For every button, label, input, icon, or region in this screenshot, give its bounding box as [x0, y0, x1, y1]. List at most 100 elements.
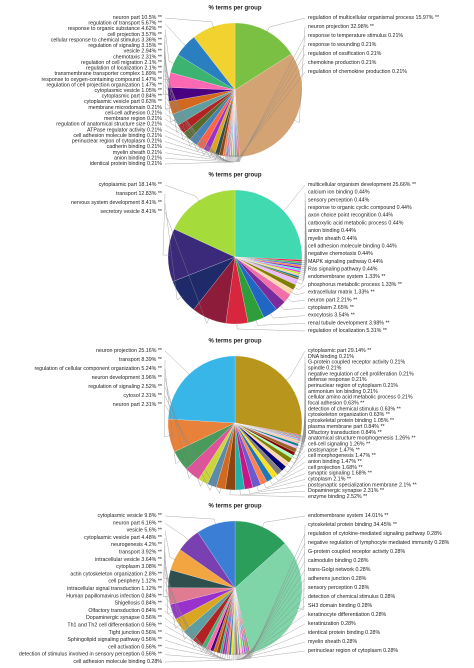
slice-label: endomembrane system 1.33% **: [308, 275, 385, 281]
slice-name: cell projection: [308, 465, 340, 471]
slice-name: anion binding: [114, 156, 146, 162]
slice-label: regulation of multicellular organismal p…: [308, 15, 439, 21]
slice-label: axon choice point recognition 0.44%: [308, 213, 393, 219]
slice-name: response to wounding: [308, 42, 360, 48]
slice-label: sensory perception 0.44%: [308, 198, 370, 204]
slice-label: neuron projection 32.98% **: [308, 24, 374, 30]
leader-line: [240, 605, 306, 661]
slice-name: sensory perception: [308, 585, 353, 591]
slice-label: cell-cell signaling 1.26% **: [308, 442, 370, 448]
slice-value: 3.57% **: [141, 32, 162, 38]
slice-name: cellular response to chemical stimulus: [51, 38, 141, 44]
leader-line: [164, 618, 222, 659]
slice-name: identical protein binding: [308, 630, 364, 636]
leader-line: [163, 40, 171, 95]
slice-name: cytoplasmic vesicle part: [84, 535, 140, 541]
slice-value: 0.84% **: [141, 94, 162, 100]
slice-name: focal adhesion: [308, 401, 342, 407]
leader-line: [243, 578, 306, 660]
leader-line: [164, 46, 173, 110]
slice-name: chemokine production: [308, 60, 360, 66]
slice-label: chemotaxis 2.31% **: [113, 55, 162, 61]
leader-line: [297, 254, 306, 277]
slice-value: 5.6% **: [144, 528, 162, 534]
slice-value: 9.8% **: [144, 513, 162, 519]
leader-line: [238, 623, 306, 661]
slice-value: 0.21%: [147, 161, 162, 167]
slice-label: calcium ion binding 0.44%: [308, 190, 370, 196]
slice-value: 8.41% **: [141, 200, 162, 206]
slice-label: Sphingolipid signaling pathway 0.56% **: [67, 638, 162, 644]
leader-line: [299, 223, 307, 270]
slice-value: 0.63% **: [141, 100, 162, 106]
chart-title: % terms per group: [208, 339, 261, 345]
slice-name: regulation of multicellular organismal p…: [308, 15, 414, 21]
slice-name: perinuclear region of cytoplasm: [308, 648, 382, 654]
slice-label: cell periphery 1.12% **: [108, 579, 162, 585]
slice-value: 8.41% **: [141, 209, 162, 215]
slice-label: cytoplasmic vesicle 9.8% **: [97, 513, 162, 519]
slice-name: Sphingolipid signaling pathway: [67, 638, 140, 644]
slice-value: 2.1% **: [144, 60, 162, 66]
slice-name: synaptic signaling: [308, 471, 350, 477]
leader-line: [279, 304, 306, 310]
slice-name: regulation of localization: [86, 66, 143, 72]
slice-label: transport 12.83% **: [116, 191, 162, 197]
slice-value: 10.5% **: [141, 15, 162, 21]
slice-value: 1.68% **: [351, 471, 372, 477]
leader-line: [242, 587, 306, 660]
slice-label: sensory perception 0.28%: [308, 585, 370, 591]
slice-label: response to temperature stimulus 0.21%: [308, 33, 403, 39]
slice-name: response to oxygen-containing compound: [42, 77, 140, 83]
slice-name: regulation of anatomical structure size: [56, 122, 145, 128]
slice-value: 0.28%: [354, 585, 369, 591]
slice-label: cytoskeleton organization 0.63% **: [308, 413, 390, 419]
slice-label: cellular response to chemical stimulus 3.…: [51, 38, 162, 44]
leader-line: [164, 386, 205, 487]
slice-label: Olfactory transduction 0.84% **: [88, 608, 162, 614]
slice-label: adherens junction 0.28%: [308, 576, 367, 582]
slice-label: neuron part 10.5% **: [113, 15, 162, 21]
slice-value: 4.62% **: [141, 27, 162, 33]
slice-value: 3.98% **: [369, 321, 390, 327]
slice-value: 5.67% **: [141, 21, 162, 27]
slice-label: Dopaminergic synapse 0.56% **: [86, 616, 162, 622]
leader-line: [164, 184, 201, 203]
slice-value: 3.96% **: [141, 375, 162, 381]
slice-name: neuron part: [113, 402, 141, 408]
leader-line: [164, 515, 217, 526]
slice-label: renal tubule development 3.98% **: [308, 321, 390, 327]
slice-value: 1.05% **: [141, 88, 162, 94]
slice-label: SH3 domain binding 0.28%: [308, 603, 373, 609]
slice-label: secretory vesicle 8.41% **: [100, 209, 162, 215]
slice-name: myelin sheath: [308, 236, 341, 242]
slice-label: spindle 0.21%: [308, 366, 342, 372]
slice-label: cell adhesion molecule binding 0.44%: [308, 244, 397, 250]
leader-line: [237, 44, 306, 163]
slice-value: 0.21%: [390, 360, 405, 366]
slice-label: postsynapse 1.47% **: [308, 448, 360, 454]
slice-label: anion binding 0.44%: [308, 229, 356, 235]
slice-value: 0.63% **: [369, 413, 390, 419]
slice-name: SH3 domain binding: [308, 603, 356, 609]
slice-label: response to organic substance 4.62% **: [68, 27, 162, 33]
leader-line: [164, 211, 210, 324]
slice-value: 0.44%: [342, 236, 357, 242]
slice-name: cytoskeleton organization: [308, 413, 368, 419]
leader-line: [236, 53, 306, 163]
slice-label: identical protein binding 0.21%: [90, 161, 162, 167]
chart-title: % terms per group: [208, 6, 261, 12]
slice-label: perinuclear region of cytoplasm 0.21%: [72, 139, 162, 145]
slice-label: carboxylic acid metabolic process 0.44%: [308, 221, 404, 227]
slice-label: neuron development 3.96% **: [92, 375, 162, 381]
slice-name: secretory vesicle: [100, 209, 139, 215]
slice-name: cytoplasmic vesicle: [95, 88, 140, 94]
leader-line: [164, 17, 215, 29]
leader-line: [299, 215, 307, 268]
slice-label: neuron part 2.31% **: [113, 402, 162, 408]
slice-label: membrane region 0.21%: [104, 116, 162, 122]
leader-line: [229, 487, 306, 498]
slice-value: 0.44%: [355, 190, 370, 196]
leader-line: [164, 155, 235, 165]
slice-value: 1.89% **: [141, 72, 162, 78]
